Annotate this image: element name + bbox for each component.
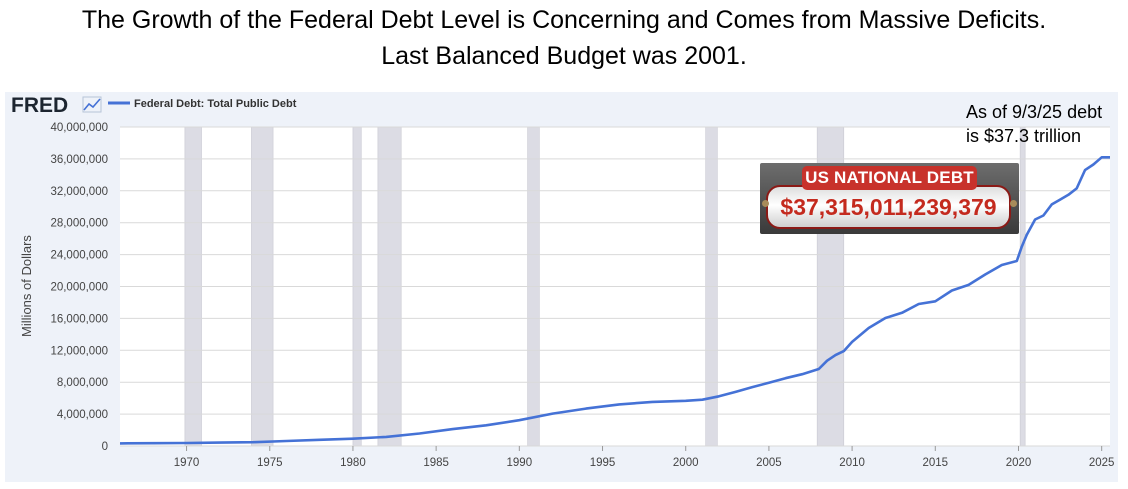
y-tick-label: 12,000,000 — [50, 345, 108, 357]
line-chart-icon — [82, 96, 102, 113]
x-tick-label: 1990 — [507, 457, 533, 469]
x-tick-label: 1975 — [257, 457, 283, 469]
y-tick-label: 0 — [102, 441, 108, 453]
y-tick-label: 32,000,000 — [50, 186, 108, 198]
y-tick-label: 28,000,000 — [50, 218, 108, 230]
y-tick-label: 20,000,000 — [50, 282, 108, 294]
headline-line-2: Last Balanced Budget was 2001. — [381, 42, 747, 70]
debt-annotation-line-1: As of 9/3/25 debt — [966, 102, 1103, 122]
x-tick-label: 2000 — [673, 457, 699, 469]
headline-line-1: The Growth of the Federal Debt Level is … — [81, 6, 1047, 34]
y-tick-label: 4,000,000 — [57, 409, 108, 421]
x-tick-label: 2020 — [1006, 457, 1032, 469]
x-tick-labels: 1970 1975 1980 1985 1990 1995 2000 2005 2010 2015… — [174, 446, 1115, 469]
y-tick-label: 8,000,000 — [57, 377, 108, 389]
series-line-total-public-debt — [119, 156, 1110, 445]
y-tick-label: 16,000,000 — [50, 313, 108, 325]
y-tick-labels: 0 4,000,000 8,000,000 12,000,000 16,000,000 2… — [50, 122, 108, 453]
y-tick-label: 36,000,000 — [50, 154, 108, 166]
bolt-icon — [1010, 200, 1017, 207]
debt-clock-value: $37,315,011,239,379 — [780, 194, 997, 220]
fred-logo: FRED — [11, 94, 68, 117]
x-tick-label: 2005 — [756, 457, 782, 469]
legend-label: Federal Debt: Total Public Debt — [134, 98, 297, 110]
debt-clock-title: US NATIONAL DEBT — [802, 166, 977, 190]
x-tick-label: 2010 — [839, 457, 865, 469]
y-tick-label: 40,000,000 — [50, 122, 108, 134]
bolt-icon — [762, 200, 769, 207]
debt-clock-display: $37,315,011,239,379 — [766, 185, 1011, 229]
x-tick-label: 2015 — [922, 457, 948, 469]
x-tick-label: 1995 — [590, 457, 616, 469]
x-tick-label: 1985 — [423, 457, 449, 469]
y-axis-label: Millions of Dollars — [19, 235, 34, 337]
debt-clock-image: $37,315,011,239,379 US NATIONAL DEBT — [760, 163, 1019, 234]
x-tick-label: 2025 — [1089, 457, 1115, 469]
x-tick-label: 1970 — [174, 457, 200, 469]
y-tick-label: 24,000,000 — [50, 250, 108, 262]
debt-annotation-line-2: is $37.3 trillion — [966, 126, 1082, 146]
x-tick-label: 1980 — [340, 457, 366, 469]
